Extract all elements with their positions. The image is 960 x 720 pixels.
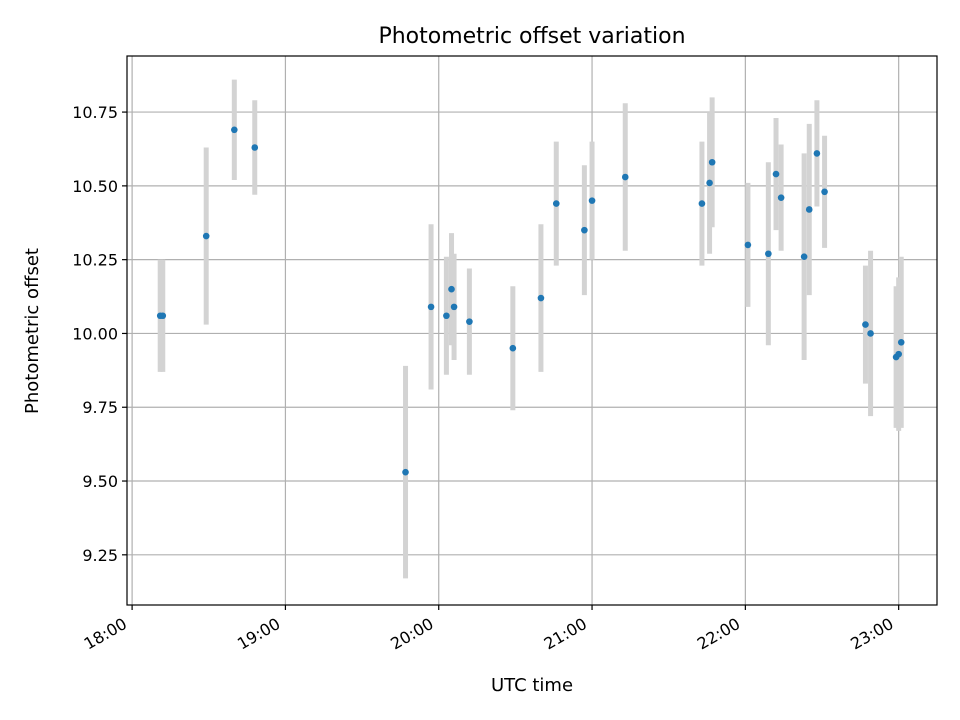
data-point — [159, 312, 167, 320]
x-tick-label: 21:00 — [541, 614, 590, 654]
data-point — [509, 344, 517, 352]
x-tick-label: 23:00 — [847, 614, 896, 654]
data-point — [777, 194, 785, 201]
x-tick-label: 22:00 — [694, 614, 743, 654]
y-tick-label: 10.75 — [72, 103, 118, 122]
y-tick-label: 10.00 — [72, 324, 118, 343]
data-point — [744, 241, 752, 249]
data-point — [897, 339, 905, 346]
x-tick-label: 20:00 — [387, 614, 436, 654]
data-point — [231, 126, 238, 134]
data-points — [156, 126, 905, 476]
data-point — [443, 312, 450, 320]
data-point — [698, 200, 706, 207]
data-point — [537, 294, 545, 302]
data-point — [800, 253, 808, 261]
data-point — [813, 150, 821, 157]
x-tick-label: 19:00 — [234, 614, 283, 654]
x-tick-label: 18:00 — [81, 614, 130, 654]
data-point — [867, 330, 874, 337]
plot-frame — [126, 55, 938, 606]
data-point — [708, 158, 716, 166]
data-point — [450, 303, 458, 311]
y-tick-label: 9.75 — [82, 398, 118, 417]
y-tick-label: 9.25 — [82, 546, 118, 565]
y-axis-label: Photometric offset — [22, 248, 43, 414]
y-tick-label: 9.50 — [82, 472, 118, 491]
y-axis: 9.25 9.50 9.75 10.00 10.25 10.50 10.75 — [72, 103, 127, 565]
data-point — [821, 188, 828, 196]
data-point — [621, 173, 629, 181]
data-point — [588, 197, 596, 204]
data-point — [706, 179, 713, 187]
y-tick-label: 10.25 — [72, 251, 118, 270]
data-point — [202, 232, 210, 240]
data-point — [895, 350, 902, 358]
data-point — [402, 468, 409, 476]
chart-title: Photometric offset variation — [378, 24, 685, 49]
data-point — [765, 250, 772, 258]
data-point — [552, 200, 560, 207]
data-point — [427, 303, 435, 311]
data-point — [466, 318, 473, 325]
data-point — [448, 285, 455, 293]
data-point — [251, 144, 259, 151]
error-bars — [157, 79, 904, 579]
x-axis: 18:00 19:00 20:00 21:00 22:00 23:00 — [81, 605, 900, 654]
x-axis-label: UTC time — [491, 675, 573, 696]
y-tick-label: 10.50 — [72, 177, 118, 196]
data-point — [862, 321, 869, 328]
data-point — [772, 170, 780, 178]
data-point — [805, 206, 813, 213]
data-point — [581, 226, 588, 234]
